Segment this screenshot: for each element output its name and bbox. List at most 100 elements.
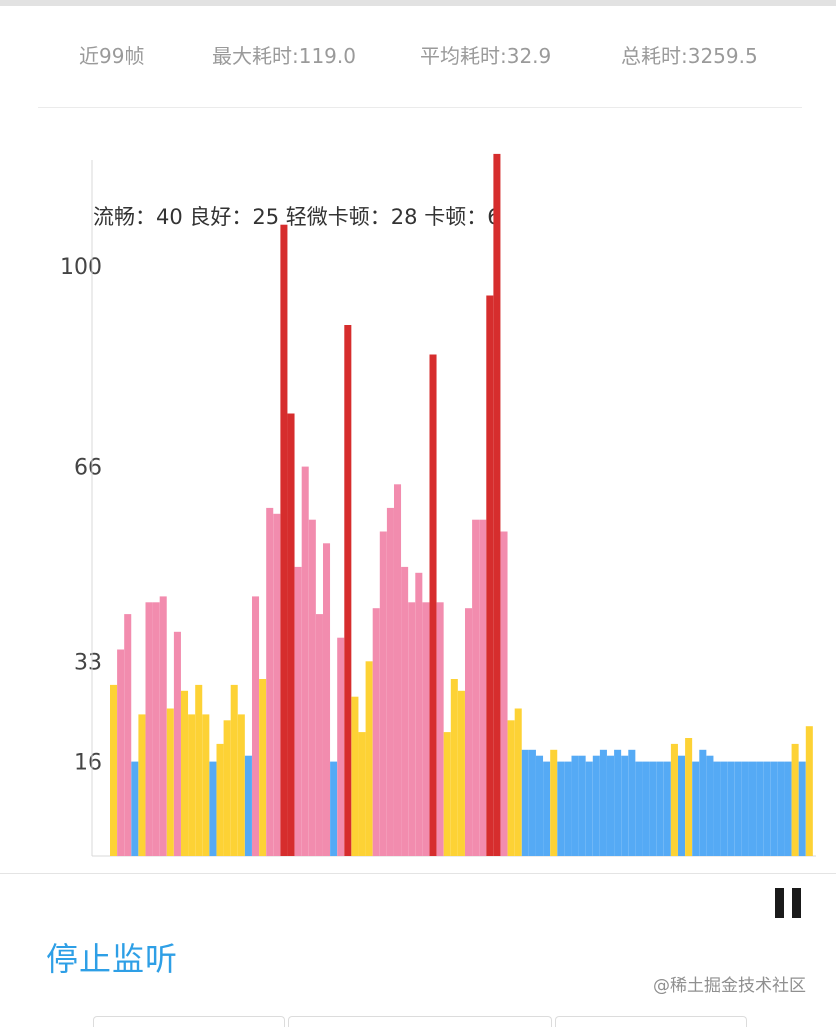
frame-bar bbox=[223, 720, 231, 856]
frame-bar bbox=[422, 602, 430, 856]
frame-bar bbox=[486, 295, 494, 856]
stats-divider bbox=[38, 107, 802, 108]
frame-bar bbox=[507, 720, 515, 856]
y-tick-label: 16 bbox=[74, 751, 102, 776]
frame-bar bbox=[436, 602, 444, 856]
frame-bar bbox=[344, 325, 352, 856]
frame-bar bbox=[727, 761, 735, 856]
frame-bar bbox=[237, 714, 245, 856]
frame-bar bbox=[429, 354, 437, 856]
frame-bar bbox=[777, 761, 785, 856]
frame-bar bbox=[330, 761, 338, 856]
watermark: @稀土掘金技术社区 bbox=[653, 976, 806, 996]
frame-bar bbox=[500, 531, 508, 856]
frame-bar bbox=[599, 749, 607, 856]
frame-bar bbox=[386, 507, 394, 856]
frame-bar bbox=[557, 761, 565, 856]
frame-bar bbox=[649, 761, 657, 856]
frame-bar bbox=[443, 732, 451, 856]
frame-bar bbox=[394, 484, 402, 856]
frame-bar bbox=[252, 596, 260, 856]
frame-bar bbox=[415, 572, 423, 856]
frame-bar bbox=[216, 743, 224, 856]
panel-divider bbox=[0, 873, 836, 874]
frame-bar bbox=[798, 761, 806, 856]
top-strip bbox=[0, 0, 836, 6]
frame-bar bbox=[706, 755, 714, 856]
frame-bar bbox=[592, 755, 600, 856]
frame-bar bbox=[315, 614, 323, 856]
avg-time-stat: 平均耗时:32.9 bbox=[420, 44, 552, 68]
frame-bar bbox=[323, 543, 331, 856]
frame-bar bbox=[642, 761, 650, 856]
pause-icon-bar-right bbox=[792, 888, 801, 918]
y-tick-label: 66 bbox=[74, 456, 102, 481]
frame-bar bbox=[578, 755, 586, 856]
frame-bar bbox=[699, 749, 707, 856]
frame-bar bbox=[244, 755, 252, 856]
stop-monitoring-button[interactable]: 停止监听 bbox=[46, 940, 179, 978]
chart-summary-label: 流畅：40 良好：25 轻微卡顿：28 卡顿：6 bbox=[93, 205, 501, 229]
frame-bar bbox=[585, 761, 593, 856]
frame-bar bbox=[528, 749, 536, 856]
frame-bar bbox=[621, 755, 629, 856]
frame-bar bbox=[678, 755, 686, 856]
frame-bar bbox=[308, 519, 316, 856]
frame-bar bbox=[543, 761, 551, 856]
frame-time-chart: 流畅：40 良好：25 轻微卡顿：28 卡顿：6 100 66 33 16 bbox=[60, 153, 816, 857]
frame-bar bbox=[465, 608, 473, 856]
frame-bar bbox=[763, 761, 771, 856]
frame-bar bbox=[173, 631, 181, 856]
frame-bar bbox=[628, 749, 636, 856]
frame-bar bbox=[379, 531, 387, 856]
frame-bar bbox=[358, 732, 366, 856]
frame-count-stat: 近99帧 bbox=[79, 44, 145, 68]
frame-bar bbox=[124, 614, 132, 856]
frame-bars bbox=[110, 153, 813, 856]
frame-bar bbox=[337, 637, 345, 856]
frame-bar bbox=[607, 755, 615, 856]
frame-bar bbox=[493, 153, 501, 856]
pause-icon-bar-left bbox=[775, 888, 784, 918]
frame-bar bbox=[159, 596, 167, 856]
max-time-stat: 最大耗时:119.0 bbox=[212, 44, 356, 68]
frame-bar bbox=[401, 566, 409, 856]
frame-bar bbox=[152, 602, 160, 856]
frame-bar bbox=[805, 726, 813, 856]
frame-bar bbox=[571, 755, 579, 856]
frame-bar bbox=[166, 708, 174, 856]
frame-bar bbox=[301, 466, 309, 856]
frame-bar bbox=[365, 661, 373, 856]
frame-bar bbox=[720, 761, 728, 856]
frame-bar bbox=[656, 761, 664, 856]
frame-bar bbox=[202, 714, 210, 856]
frame-bar bbox=[749, 761, 757, 856]
frame-bar bbox=[145, 602, 153, 856]
frame-bar bbox=[457, 690, 465, 856]
frame-bar bbox=[635, 761, 643, 856]
total-time-stat: 总耗时:3259.5 bbox=[621, 44, 758, 68]
frame-bar bbox=[138, 714, 146, 856]
frame-bar bbox=[280, 224, 288, 856]
frame-bar bbox=[181, 690, 189, 856]
frame-bar bbox=[195, 684, 203, 856]
frame-bar bbox=[117, 649, 125, 856]
frame-stats-row: 近99帧 最大耗时:119.0 平均耗时:32.9 总耗时:3259.5 bbox=[0, 40, 836, 72]
frame-bar bbox=[110, 684, 118, 856]
frame-bar bbox=[670, 743, 678, 856]
frame-bar bbox=[287, 413, 295, 856]
y-axis-labels: 100 66 33 16 bbox=[60, 255, 102, 776]
frame-bar bbox=[514, 708, 522, 856]
frame-bar bbox=[713, 761, 721, 856]
frame-bar bbox=[564, 761, 572, 856]
frame-bar bbox=[663, 761, 671, 856]
frame-bar bbox=[408, 602, 416, 856]
frame-bar bbox=[479, 519, 487, 856]
frame-bar bbox=[685, 738, 693, 856]
frame-bar bbox=[450, 679, 458, 856]
frame-bar bbox=[734, 761, 742, 856]
frame-bar bbox=[784, 761, 792, 856]
frame-bar bbox=[372, 608, 380, 856]
frame-bar bbox=[692, 761, 700, 856]
pause-button[interactable] bbox=[770, 885, 806, 921]
